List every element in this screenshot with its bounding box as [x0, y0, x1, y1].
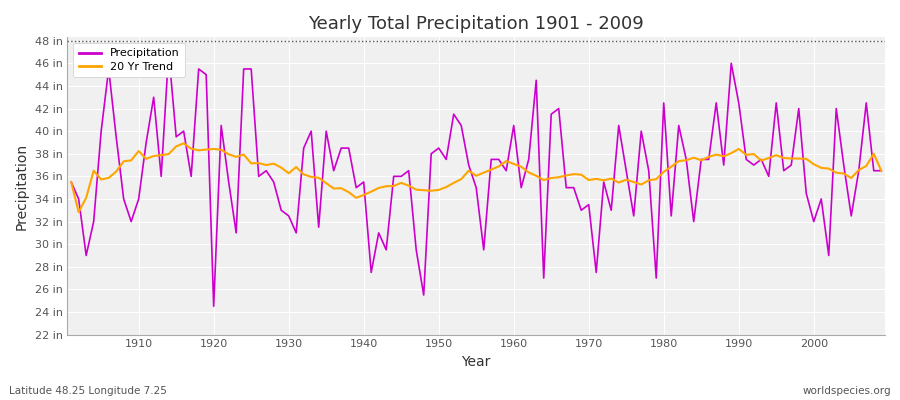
Text: worldspecies.org: worldspecies.org — [803, 386, 891, 396]
Title: Yearly Total Precipitation 1901 - 2009: Yearly Total Precipitation 1901 - 2009 — [309, 15, 644, 33]
X-axis label: Year: Year — [462, 355, 490, 369]
Y-axis label: Precipitation: Precipitation — [15, 142, 29, 230]
Text: Latitude 48.25 Longitude 7.25: Latitude 48.25 Longitude 7.25 — [9, 386, 166, 396]
Legend: Precipitation, 20 Yr Trend: Precipitation, 20 Yr Trend — [73, 43, 184, 77]
